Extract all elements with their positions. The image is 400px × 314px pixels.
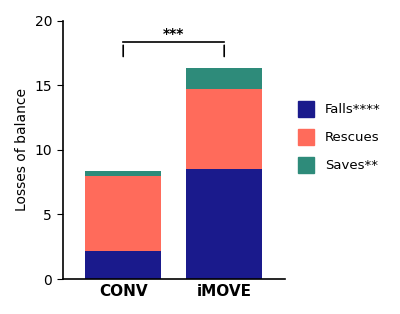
Bar: [186, 89, 262, 169]
Legend: Falls****, Rescues, Saves**: Falls****, Rescues, Saves**: [296, 98, 383, 176]
Y-axis label: Losses of balance: Losses of balance: [15, 88, 29, 211]
Bar: [186, 68, 262, 89]
Bar: [85, 176, 161, 251]
Bar: [186, 169, 262, 279]
Bar: [85, 251, 161, 279]
Bar: [85, 171, 161, 176]
Text: ***: ***: [163, 27, 184, 41]
